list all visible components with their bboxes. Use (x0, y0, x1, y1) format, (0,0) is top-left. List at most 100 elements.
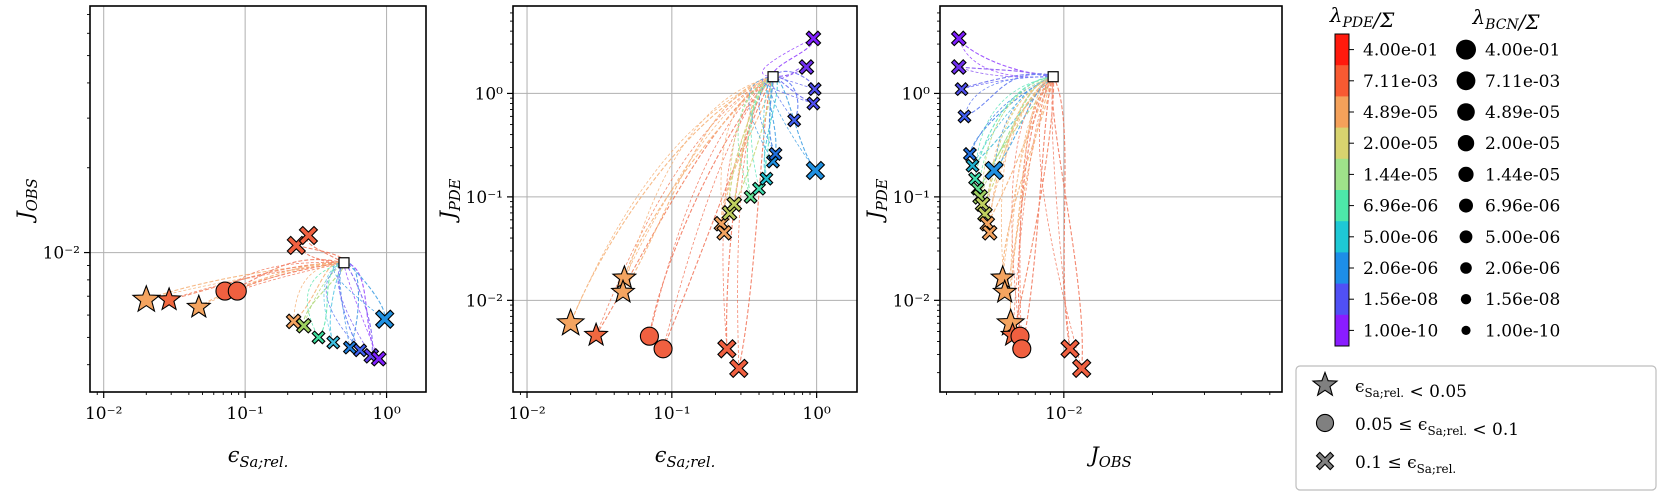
size-legend-dot (1456, 71, 1476, 91)
colorbar-title: λPDE/Σ (1329, 3, 1395, 32)
data-point-x (962, 146, 977, 162)
trajectory-line (624, 76, 774, 278)
trajectory-line (1019, 76, 1054, 349)
trajectory-line (964, 76, 1054, 117)
trajectory-line (662, 76, 774, 349)
size-legend-label: 4.00e-01 (1485, 41, 1560, 61)
trajectory-line (325, 262, 361, 351)
trajectory-line (622, 76, 774, 293)
data-point-x (729, 358, 749, 379)
data-point-x (981, 224, 998, 241)
data-point-x (295, 317, 312, 334)
trajectory-line (623, 76, 774, 278)
data-point-x (326, 335, 341, 350)
trajectories (146, 235, 386, 360)
colorbar-label: 2.00e-05 (1363, 134, 1438, 154)
shape-legend-box (1295, 365, 1657, 491)
data-point-star (991, 278, 1018, 304)
colorbar-segment (1335, 65, 1349, 97)
trajectory-line (333, 262, 385, 320)
data-point-x (298, 225, 319, 246)
colorbar-segment (1335, 283, 1349, 316)
shape-legend-star-icon (1311, 370, 1339, 397)
colorbar-segment (1335, 96, 1349, 129)
size-legend-label: 5.00e-06 (1485, 228, 1560, 248)
y-axis-label: JPDE (863, 178, 891, 223)
axes-frame (89, 5, 427, 393)
trajectory-line (293, 262, 345, 322)
colorbar-segment (1335, 314, 1349, 347)
shape-legend-x-icon (1315, 451, 1335, 471)
shape-legend-label: 0.05 ≤ ϵSa;rel. < 0.1 (1355, 415, 1519, 440)
trajectory-line (762, 76, 814, 104)
x-axis-label: ϵSa;rel. (655, 443, 716, 471)
trajectory-line (293, 261, 345, 322)
data-point-circle (653, 339, 673, 359)
size-legend-label: 1.44e-05 (1485, 165, 1560, 185)
trajectory-line (1051, 76, 1083, 369)
trajectory-line (1051, 76, 1071, 349)
trajectory-line (748, 76, 774, 162)
trajectory-line (198, 262, 345, 308)
size-legend-dot (1456, 39, 1476, 60)
colorbar-segment (1335, 34, 1349, 66)
x-axis-label: JOBS (1086, 443, 1131, 471)
colorbar-segment (1335, 190, 1349, 222)
colorbar-label: 1.44e-05 (1363, 165, 1438, 185)
data-point-x (954, 82, 969, 97)
trajectory-line (986, 76, 1054, 224)
data-point-x (984, 160, 1004, 181)
y-tick-label: 10⁰ (475, 84, 504, 104)
trajectory-line (662, 76, 774, 350)
data-point-x (950, 59, 967, 75)
data-point-x (311, 330, 326, 345)
trajectory-line (984, 76, 1054, 215)
shape-legend-label: ϵSa;rel. < 0.05 (1355, 377, 1467, 402)
panel-right: 10⁻² 10⁻² 10⁻¹ 10⁰ JOBS JPDE (863, 5, 1283, 471)
y-tick-label: 10⁰ (902, 84, 931, 104)
y-tick-label: 10⁻¹ (893, 188, 930, 208)
shape-legend-circle-icon (1315, 413, 1335, 433)
data-point-circle (227, 281, 247, 301)
data-point-x (787, 113, 802, 128)
shape-legend-label: 0.1 ≤ ϵSa;rel. (1355, 453, 1456, 476)
size-legend-label: 2.06e-06 (1485, 259, 1560, 279)
y-axis-label: JOBS (13, 178, 41, 223)
trajectory-line (982, 76, 1054, 205)
size-legend-label: 2.00e-05 (1485, 134, 1560, 154)
trajectory-line (323, 262, 345, 343)
size-legend-dot (1457, 135, 1475, 152)
trajectory-line (738, 76, 774, 369)
data-point-x (1071, 358, 1092, 379)
trajectory-line (982, 76, 1054, 205)
trajectory-line (769, 76, 816, 171)
colorbar-segment (1335, 252, 1349, 285)
size-legend-dot (1457, 103, 1475, 121)
trajectory-line (958, 66, 1054, 78)
y-tick-label: 10⁻² (466, 291, 503, 311)
trajectory-line (720, 76, 774, 233)
trajectory-line (1017, 76, 1054, 337)
colorbar-label: 4.00e-01 (1363, 41, 1438, 61)
trajectory-line (961, 73, 1054, 90)
trajectory-line (763, 76, 778, 179)
size-legend-dot (1459, 198, 1473, 213)
data-point-x (950, 30, 967, 47)
x-tick-label: 10⁻¹ (226, 404, 263, 424)
data-point-x (726, 196, 743, 213)
start-point (767, 71, 779, 83)
x-axis-label: ϵSa;rel. (228, 443, 289, 471)
data-point-x (759, 171, 774, 186)
trajectory-line (306, 235, 345, 264)
data-point-circle (1012, 339, 1032, 359)
data-point-star (583, 321, 609, 347)
trajectory-line (1039, 76, 1083, 369)
colorbar-label: 5.00e-06 (1363, 228, 1438, 248)
size-legend-label: 6.96e-06 (1485, 197, 1560, 217)
size-legend-label: 7.11e-03 (1485, 72, 1560, 92)
trajectory-line (648, 76, 774, 337)
size-legend-title: λBCN/Σ (1471, 5, 1540, 34)
trajectory-line (772, 76, 816, 171)
x-tick-label: 10⁻² (508, 404, 545, 424)
trajectory-line (296, 245, 345, 264)
